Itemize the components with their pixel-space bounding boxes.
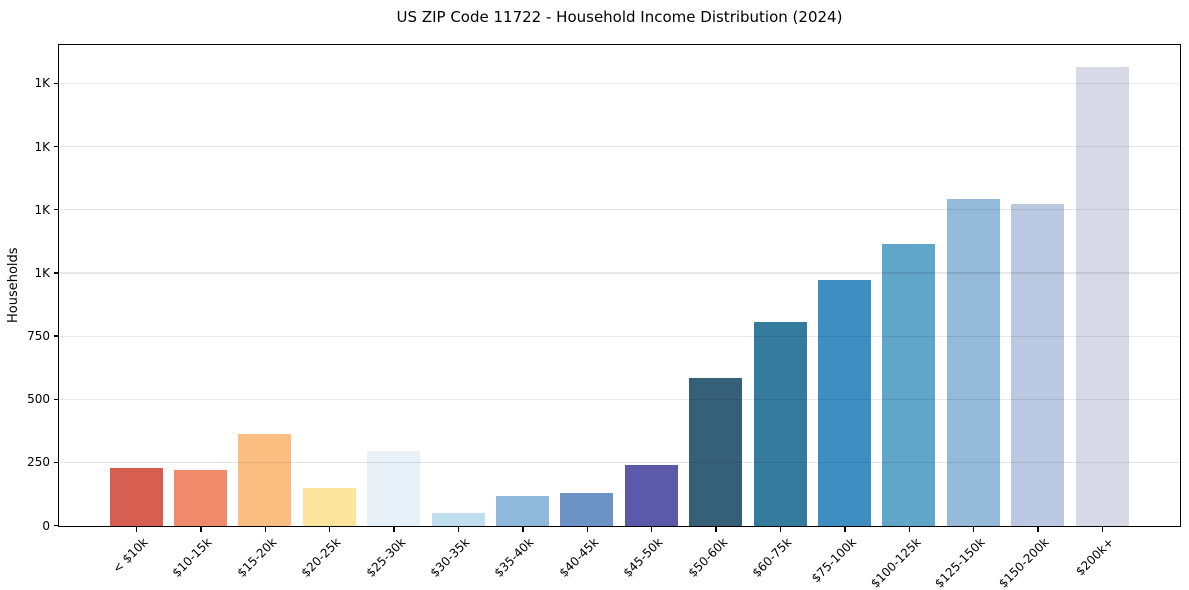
bar bbox=[367, 451, 421, 526]
x-tick-label-text: $60-75k bbox=[749, 535, 795, 580]
x-tick-mark bbox=[135, 527, 138, 532]
bar bbox=[817, 280, 871, 526]
plot-area bbox=[58, 44, 1181, 527]
x-tick-label-text: $125-150k bbox=[931, 535, 988, 590]
x-tick-mark bbox=[393, 527, 395, 532]
y-tick-label: 1K bbox=[34, 202, 50, 217]
x-tick-mark bbox=[1101, 527, 1104, 532]
x-tick-mark bbox=[844, 527, 846, 532]
chart-title: US ZIP Code 11722 - Household Income Dis… bbox=[396, 8, 843, 26]
x-tick-mark bbox=[908, 527, 910, 532]
x-tick-label-text: $10-15k bbox=[169, 535, 215, 580]
x-tick-mark bbox=[586, 527, 588, 532]
x-tick-mark bbox=[200, 527, 202, 532]
bar bbox=[624, 465, 678, 526]
y-tick-label: 750 bbox=[27, 329, 50, 344]
x-tick-mark bbox=[715, 527, 717, 532]
x-tick-mark bbox=[457, 527, 460, 532]
bar bbox=[753, 322, 807, 526]
y-axis-label: Households bbox=[6, 247, 21, 324]
y-tick-label: 0 bbox=[42, 518, 50, 533]
x-tick-label-text: $200k+ bbox=[1072, 535, 1117, 579]
x-tick-mark bbox=[973, 527, 975, 532]
bar bbox=[689, 378, 743, 526]
bar bbox=[882, 244, 936, 526]
x-tick-label-text: $100-125k bbox=[867, 535, 924, 590]
x-tick-mark bbox=[264, 527, 266, 532]
bar bbox=[302, 488, 356, 526]
x-tick-mark bbox=[779, 527, 782, 532]
x-tick-mark bbox=[329, 527, 331, 532]
bar bbox=[238, 434, 292, 526]
bar bbox=[173, 470, 227, 526]
bar bbox=[1011, 204, 1065, 526]
x-tick-mark bbox=[651, 527, 653, 532]
x-tick-label-text: $20-25k bbox=[298, 535, 344, 580]
x-tick-label-text: $40-45k bbox=[556, 535, 602, 580]
x-tick-label-text: $45-50k bbox=[620, 535, 666, 580]
x-tick-label-text: $25-30k bbox=[363, 535, 408, 580]
x-tick-mark bbox=[522, 527, 524, 532]
x-tick-mark bbox=[1037, 527, 1039, 532]
x-tick-label-text: $50-60k bbox=[685, 535, 730, 580]
bar bbox=[431, 513, 485, 526]
x-tick-label-text: $15-20k bbox=[234, 535, 280, 580]
y-tick-label: 500 bbox=[27, 392, 50, 407]
x-tick-label-text: $30-35k bbox=[427, 535, 473, 580]
y-tick-label: 250 bbox=[27, 455, 50, 470]
bar bbox=[946, 199, 1000, 526]
x-tick-label-text: < $10k bbox=[109, 535, 151, 576]
bar bbox=[495, 496, 549, 526]
x-tick-label-text: $75-100k bbox=[808, 535, 859, 586]
bar bbox=[560, 493, 614, 526]
bar bbox=[1075, 67, 1129, 526]
x-tick-label-text: $150-200k bbox=[996, 535, 1052, 590]
x-tick-label-text: $35-40k bbox=[491, 535, 537, 580]
bar bbox=[109, 468, 163, 526]
y-tick-label: 1K bbox=[34, 76, 50, 91]
bar-layer bbox=[59, 45, 1180, 526]
y-tick-label: 1K bbox=[34, 265, 50, 280]
y-tick-label: 1K bbox=[34, 139, 50, 154]
